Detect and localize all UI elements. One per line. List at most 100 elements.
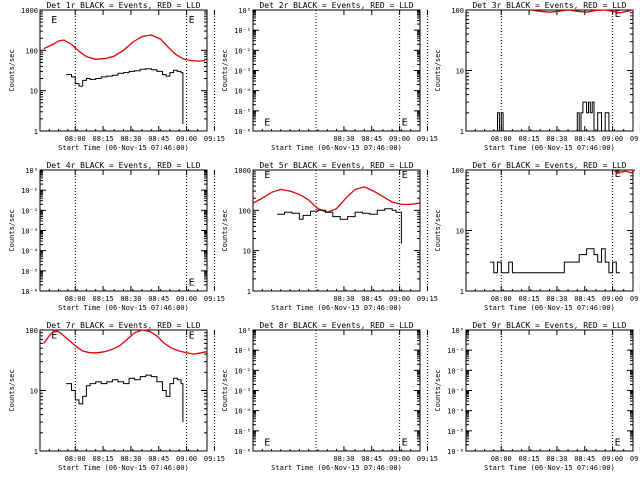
x-tick-label: 08:00 <box>491 295 512 303</box>
y-tick-label: 1000 <box>234 167 251 175</box>
y-axis-label: Counts/sec <box>8 209 16 251</box>
x-axis-label: Start Time (06-Nov-15 07:46:00) <box>58 304 189 312</box>
x-axis-label: Start Time (06-Nov-15 07:46:00) <box>271 464 402 472</box>
plot-det-3r: Det 3r BLACK = Events, RED = LLD 1 10 100 Co… <box>434 1 640 152</box>
y-tick-label: 10⁻⁵ <box>447 428 464 436</box>
x-axis-label: Start Time (06-Nov-15 07:46:00) <box>484 464 615 472</box>
x-tick-label: 08:15 <box>519 135 540 143</box>
event-marker: E <box>189 277 195 288</box>
y-tick-label: 1 <box>247 288 251 296</box>
event-marker: E <box>615 169 621 180</box>
x-tick-label: 08:00 <box>65 455 86 463</box>
y-tick-label: 10⁻⁴ <box>447 408 464 416</box>
event-marker: E <box>189 15 195 26</box>
x-tick-label: 09:00 <box>602 295 623 303</box>
series-events-line <box>66 374 184 423</box>
x-tick-label: 09:00 <box>176 135 197 143</box>
event-marker: E <box>189 330 195 341</box>
plot-frame <box>252 329 421 452</box>
series-lld-line <box>252 186 421 213</box>
x-tick-label: 09:00 <box>602 135 623 143</box>
x-tick-label: 09:15 <box>417 295 438 303</box>
y-tick-label: 10⁻⁵ <box>234 428 251 436</box>
y-tick-label: 10⁻¹ <box>21 187 38 195</box>
x-tick-label: 09:00 <box>389 295 410 303</box>
x-tick-label: 09:00 <box>176 455 197 463</box>
chart-title: Det 9r BLACK = Events, RED = LLD <box>472 321 626 330</box>
x-tick-label: 08:00 <box>491 135 512 143</box>
y-tick-label: 100 <box>238 207 251 215</box>
y-tick-label: 10⁻¹ <box>234 27 251 35</box>
x-tick-label: 08:45 <box>361 455 382 463</box>
event-marker: E <box>51 15 57 26</box>
y-tick-label: 10⁰ <box>451 327 464 335</box>
chart-title: Det 3r BLACK = Events, RED = LLD <box>472 1 626 10</box>
y-tick-label: 10⁻⁴ <box>234 408 251 416</box>
x-tick-label: 08:15 <box>519 295 540 303</box>
x-tick-label: 08:45 <box>148 135 169 143</box>
y-tick-label: 1 <box>460 128 464 136</box>
plot-det-4r: Det 4r BLACK = Events, RED = LLD 10⁻⁶ 10⁻⁵… <box>8 161 225 312</box>
x-tick-label: 08:45 <box>574 135 595 143</box>
x-tick-label: 08:45 <box>361 295 382 303</box>
y-tick-label: 10⁰ <box>25 167 38 175</box>
x-tick-label: 08:30 <box>546 455 567 463</box>
y-tick-label: 10 <box>456 68 464 76</box>
y-tick-label: 10⁻⁴ <box>234 88 251 96</box>
chart-title: Det 6r BLACK = Events, RED = LLD <box>472 161 626 170</box>
x-axis-label: Start Time (06-Nov-15 07:46:00) <box>484 304 615 312</box>
x-axis-label: Start Time (06-Nov-15 07:46:00) <box>271 144 402 152</box>
x-tick-label: 09:00 <box>602 455 623 463</box>
y-tick-label: 10⁻² <box>234 47 251 55</box>
series-lld-line <box>530 9 634 14</box>
y-tick-label: 10⁻³ <box>21 228 38 236</box>
plot-det-1r: Det 1r BLACK = Events, RED = LLD 1 10 100 10… <box>8 1 225 152</box>
x-tick-label: 08:15 <box>93 295 114 303</box>
x-tick-label: 08:30 <box>120 295 141 303</box>
event-marker: E <box>615 437 621 448</box>
y-tick-label: 10 <box>30 388 38 396</box>
chart-title: Det 4r BLACK = Events, RED = LLD <box>46 161 200 170</box>
y-tick-label: 1 <box>34 128 38 136</box>
series-events-line <box>66 68 184 124</box>
y-tick-label: 10 <box>30 88 38 96</box>
chart-title: Det 2r BLACK = Events, RED = LLD <box>259 1 413 10</box>
y-axis-label: Counts/sec <box>8 49 16 91</box>
x-tick-label: 09:15 <box>204 455 225 463</box>
y-tick-label: 10⁻² <box>447 367 464 375</box>
x-axis-label: Start Time (06-Nov-15 07:46:00) <box>484 144 615 152</box>
x-tick-label: 08:45 <box>574 455 595 463</box>
plot-frame <box>252 169 421 292</box>
x-tick-label: 09:15 <box>630 295 640 303</box>
y-axis-label: Counts/sec <box>434 209 442 251</box>
x-tick-label: 08:30 <box>546 295 567 303</box>
x-tick-label: 09:15 <box>204 295 225 303</box>
x-tick-label: 08:15 <box>93 455 114 463</box>
x-tick-label: 09:00 <box>389 455 410 463</box>
y-tick-label: 10 <box>456 228 464 236</box>
y-tick-label: 10⁻⁶ <box>234 128 251 136</box>
x-tick-label: 09:15 <box>630 455 640 463</box>
y-axis-label: Counts/sec <box>434 49 442 91</box>
y-tick-label: 100 <box>25 47 38 55</box>
x-tick-label: 08:30 <box>120 455 141 463</box>
x-tick-label: 08:30 <box>333 295 354 303</box>
plot-det-5r: Det 5r BLACK = Events, RED = LLD 1 10 100 10… <box>221 161 438 312</box>
x-tick-label: 08:30 <box>546 135 567 143</box>
plot-det-8r: Det 8r BLACK = Events, RED = LLD 10⁻⁶ 10⁻⁵… <box>221 321 438 472</box>
plot-det-6r: Det 6r BLACK = Events, RED = LLD 1 10 100 Co… <box>434 161 640 312</box>
x-tick-label: 08:30 <box>120 135 141 143</box>
x-tick-label: 09:00 <box>389 135 410 143</box>
y-tick-label: 10 <box>243 248 251 256</box>
y-tick-label: 10⁻⁵ <box>234 108 251 116</box>
x-axis-label: Start Time (06-Nov-15 07:46:00) <box>271 304 402 312</box>
x-axis-label: Start Time (06-Nov-15 07:46:00) <box>58 144 189 152</box>
x-tick-label: 08:45 <box>574 295 595 303</box>
y-tick-label: 10⁻² <box>234 367 251 375</box>
x-tick-label: 09:15 <box>630 135 640 143</box>
y-tick-label: 10⁰ <box>238 327 251 335</box>
event-marker: E <box>264 437 270 448</box>
y-tick-label: 10⁻³ <box>447 388 464 396</box>
x-tick-label: 08:00 <box>65 295 86 303</box>
